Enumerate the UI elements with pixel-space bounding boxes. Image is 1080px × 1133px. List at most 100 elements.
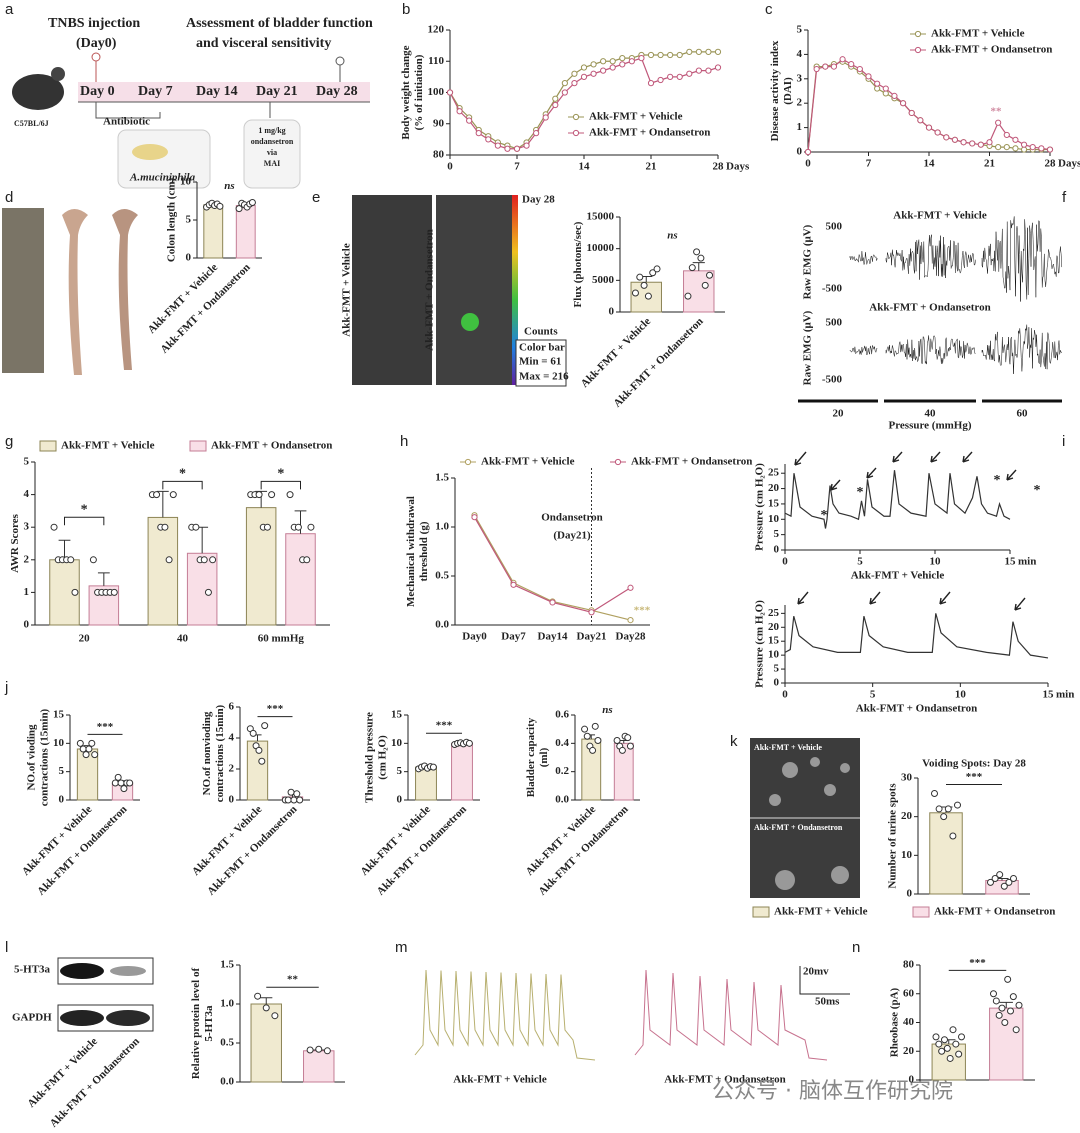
label: Akk-FMT + Vehicle xyxy=(341,243,353,337)
data-point xyxy=(1003,144,1010,151)
error-bar xyxy=(294,510,307,534)
data-dot xyxy=(85,745,93,753)
x-axis-label: Days xyxy=(726,161,750,173)
label: 500 xyxy=(826,221,843,233)
data-point xyxy=(830,63,838,70)
legend-label: Akk-FMT + Ondansetron xyxy=(631,456,752,468)
annotation: *** xyxy=(634,605,651,617)
label: 5-HT3a xyxy=(14,964,51,976)
error-bar xyxy=(58,539,71,560)
panel-a: TNBS injection (Day0) Assessment of blad… xyxy=(12,16,373,189)
error-bar xyxy=(156,490,169,518)
data-dot xyxy=(940,1036,948,1044)
y-tick-label: 15000 xyxy=(587,211,615,223)
data-point xyxy=(552,101,559,109)
significance-label: * xyxy=(81,502,88,517)
x-tick-label: 15 xyxy=(1005,556,1017,568)
data-dot xyxy=(955,1050,963,1058)
data-dot xyxy=(589,746,597,754)
data-dot xyxy=(932,1033,940,1041)
x-tick-label: 5 xyxy=(870,689,876,701)
data-point xyxy=(627,584,634,591)
panel-d-images xyxy=(2,208,138,375)
axis-line xyxy=(784,605,1048,684)
y-tick-label: 4 xyxy=(797,48,803,60)
data-dot xyxy=(581,725,589,733)
data-point xyxy=(813,65,820,73)
timeline-label: Day 28 xyxy=(316,84,358,99)
imaging-photo xyxy=(352,195,432,385)
data-point xyxy=(960,139,967,146)
data-dot xyxy=(204,588,212,596)
arrow xyxy=(892,451,903,463)
data-point xyxy=(714,48,722,55)
data-line xyxy=(784,470,1011,529)
data-point xyxy=(695,67,702,74)
data-dot xyxy=(1005,878,1013,886)
data-point xyxy=(580,73,588,80)
data-dot xyxy=(79,745,87,753)
label: 40 xyxy=(925,408,937,420)
asterisk: * xyxy=(994,473,1001,488)
legend-label: Akk-FMT + Vehicle xyxy=(931,28,1025,40)
error-bar xyxy=(196,526,209,554)
urine-spot xyxy=(831,866,849,884)
bar xyxy=(186,552,218,626)
x-tick-label: 21 xyxy=(646,161,657,173)
y-tick-label: 0 xyxy=(397,794,403,806)
data-dot xyxy=(1001,1019,1009,1026)
data-point xyxy=(865,73,872,80)
label: Antibiotic xyxy=(103,116,150,128)
y-axis-label: Pressure (cm H₂O) xyxy=(754,463,766,551)
data-dot xyxy=(117,779,125,787)
significance-bracket xyxy=(162,480,203,490)
x-tick-label: Day0 xyxy=(462,631,487,643)
blot-band xyxy=(60,963,104,979)
y-axis-label: Bladder capacity xyxy=(525,717,537,797)
data-dot xyxy=(653,265,661,273)
x-tick-label: 0 xyxy=(805,158,811,170)
data-dot xyxy=(293,790,301,798)
y-tick-label: 25 xyxy=(768,607,780,619)
data-dot xyxy=(1004,975,1012,983)
label: Assessment of bladder function xyxy=(186,16,373,31)
label: Color bar xyxy=(519,342,565,354)
label: Akk-FMT + Vehicle xyxy=(25,1035,100,1110)
legend-marker xyxy=(914,30,922,38)
label: 20mv xyxy=(803,966,829,978)
legend-marker xyxy=(572,129,580,137)
data-point xyxy=(848,61,855,68)
emg-trace xyxy=(981,216,1063,302)
y-tick-label: 20 xyxy=(768,482,780,494)
label: Max = 216 xyxy=(519,371,569,383)
data-dot xyxy=(110,588,118,596)
data-dot xyxy=(594,737,602,744)
data-dot xyxy=(701,281,709,289)
data-dot xyxy=(161,523,169,531)
data-point xyxy=(934,129,941,136)
label: C57BL/6J xyxy=(14,119,49,128)
data-dot xyxy=(938,1047,946,1055)
y-axis-label: NO.of vioding xyxy=(26,724,38,791)
legend-label: Akk-FMT + Vehicle xyxy=(61,440,155,452)
y-tick-label: 6 xyxy=(229,701,235,713)
data-point xyxy=(882,85,889,92)
data-point xyxy=(609,58,616,65)
y-axis-label: Rheobase (pA) xyxy=(889,987,901,1057)
y-tick-label: 5 xyxy=(186,214,192,226)
significance-label: ** xyxy=(287,974,299,986)
y-axis-label: Relative protein level of xyxy=(190,968,202,1080)
data-dot xyxy=(294,523,302,531)
panel-f: Akk-FMT + Vehicle Raw EMG (μV) 500 -500 … xyxy=(798,210,1063,432)
x-tick-label: 14 xyxy=(924,158,936,170)
x-axis-label: min xyxy=(1018,556,1036,568)
color-bar xyxy=(512,195,518,385)
y-axis-label: Disease activity index xyxy=(769,40,781,141)
x-tick-label: 10 xyxy=(930,556,942,568)
bar xyxy=(147,516,179,626)
panel-letter: d xyxy=(5,189,13,206)
label: Akk-FMT + Vehicle xyxy=(453,1074,547,1086)
y-tick-label: 0 xyxy=(609,306,615,318)
y-tick-label: 1.0 xyxy=(220,998,234,1010)
label: MAI xyxy=(264,159,280,168)
